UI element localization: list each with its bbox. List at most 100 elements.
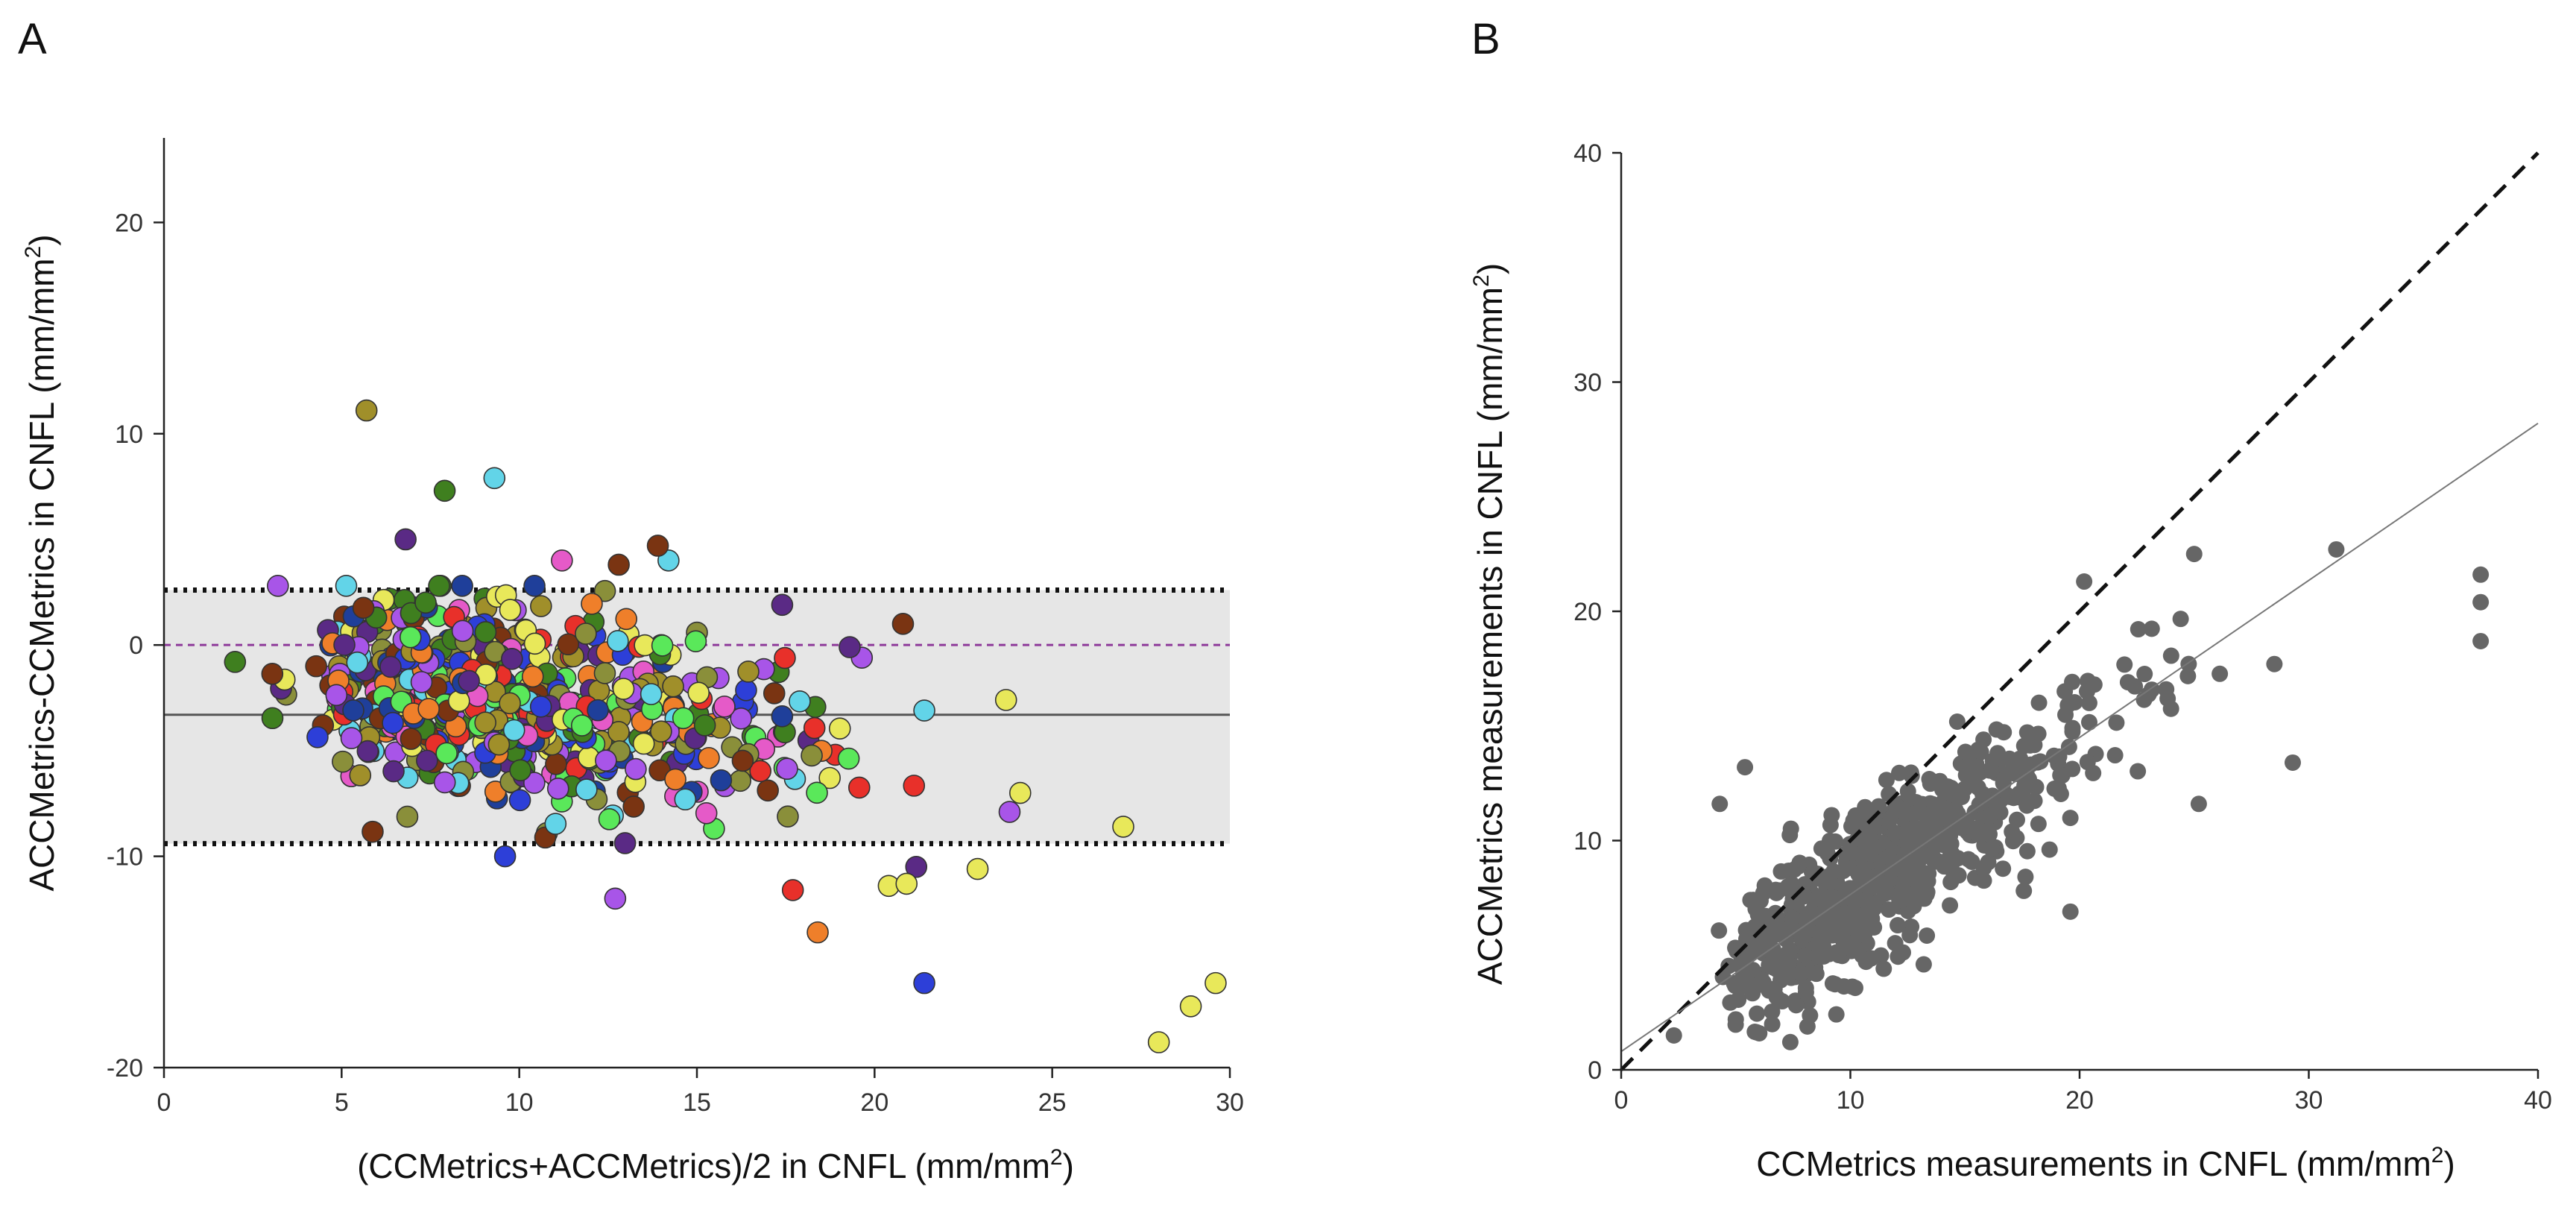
regression-line — [1620, 423, 2539, 1053]
measurement-point — [1782, 942, 1799, 959]
difference-point — [499, 599, 522, 621]
y-tick-label-b: 40 — [1573, 139, 1602, 168]
y-tick-label-a: 10 — [115, 420, 143, 449]
measurement-point — [1887, 825, 1904, 842]
difference-point — [399, 625, 422, 649]
measurement-point — [1727, 1011, 1744, 1028]
measurement-point — [1837, 845, 1854, 863]
measurement-point — [1828, 1006, 1845, 1023]
measurement-point — [1856, 907, 1873, 924]
difference-point — [417, 698, 440, 720]
difference-point — [913, 699, 935, 722]
measurement-point — [1919, 927, 1936, 944]
difference-point — [713, 695, 736, 718]
difference-point — [1008, 781, 1032, 804]
difference-point — [763, 682, 786, 705]
difference-point — [1205, 971, 1227, 995]
difference-point — [698, 746, 720, 769]
difference-point — [414, 591, 437, 614]
difference-point — [546, 778, 569, 800]
panel-b-label: B — [1471, 15, 1500, 63]
y-axis-label-b: ACCMetrics measurements in CNFL (mm/mm2) — [1469, 263, 1509, 985]
measurement-point — [2079, 754, 2096, 771]
measurement-point — [2136, 666, 2153, 683]
measurement-point — [1711, 922, 1728, 939]
difference-point — [613, 832, 637, 854]
measurement-point — [2064, 723, 2081, 740]
measurement-point — [1744, 985, 1761, 1002]
difference-point — [687, 681, 710, 705]
difference-point — [483, 467, 506, 490]
measurement-point — [2472, 593, 2490, 611]
measurement-point — [1863, 950, 1880, 967]
measurement-point — [2004, 833, 2021, 850]
difference-point — [581, 593, 603, 615]
measurement-point — [1740, 947, 1758, 964]
measurement-point — [1797, 984, 1814, 1001]
difference-point — [451, 575, 473, 597]
difference-point — [731, 749, 754, 772]
difference-point — [913, 971, 935, 995]
measurement-point — [1929, 803, 1946, 820]
measurement-point — [1881, 848, 1898, 866]
measurement-point — [1887, 935, 1904, 952]
difference-point — [575, 778, 598, 801]
difference-point — [806, 921, 829, 944]
difference-point — [650, 720, 672, 743]
measurement-point — [1748, 1024, 1765, 1041]
measurement-point — [2050, 780, 2067, 797]
difference-point — [672, 707, 695, 730]
measurement-point — [1796, 947, 1813, 964]
difference-point — [458, 669, 480, 693]
difference-point — [474, 621, 497, 643]
measurement-point — [1980, 854, 1997, 871]
difference-points — [224, 399, 1227, 1053]
measurement-point — [2143, 620, 2160, 637]
difference-point — [508, 789, 531, 812]
measurement-point — [1711, 795, 1729, 813]
measurement-point — [1870, 798, 1887, 815]
y-tick-label-b: 10 — [1573, 828, 1602, 856]
difference-point — [342, 699, 364, 722]
measurement-point — [2018, 724, 2036, 741]
difference-point — [306, 725, 329, 749]
difference-point — [521, 665, 544, 688]
y-tick-label-a: 20 — [115, 209, 143, 237]
measurement-point — [1853, 817, 1870, 834]
measurement-point — [1766, 980, 1783, 998]
difference-point — [502, 719, 525, 742]
difference-point — [632, 732, 655, 755]
difference-point — [737, 661, 760, 683]
difference-point — [416, 749, 438, 772]
measurement-point — [1903, 767, 1920, 784]
measurement-point — [2013, 757, 2030, 775]
difference-point — [352, 596, 375, 620]
measurement-point — [1764, 1015, 1781, 1033]
difference-point — [593, 662, 616, 684]
difference-point — [530, 595, 552, 617]
measurement-point — [1995, 860, 2012, 877]
difference-point — [501, 647, 523, 670]
difference-point — [435, 742, 458, 765]
difference-point — [267, 575, 289, 597]
difference-point — [523, 772, 546, 794]
difference-point — [847, 776, 871, 799]
x-tick-label-a: 15 — [683, 1088, 711, 1117]
difference-point — [340, 727, 363, 749]
measurement-point — [1875, 960, 1892, 977]
measurement-point — [1987, 795, 2004, 813]
difference-point — [551, 549, 573, 572]
measurement-point — [2472, 632, 2490, 649]
difference-point — [966, 857, 989, 880]
measurement-point — [1857, 892, 1875, 909]
difference-point — [261, 707, 284, 730]
difference-point — [305, 655, 327, 678]
measurement-point — [1921, 818, 1938, 835]
measurement-point — [2066, 694, 2083, 711]
measurement-point — [2011, 785, 2028, 802]
measurement-point — [2130, 763, 2147, 780]
measurement-point — [2212, 665, 2229, 682]
measurement-point — [2119, 674, 2136, 691]
measurement-point — [1878, 772, 1895, 789]
